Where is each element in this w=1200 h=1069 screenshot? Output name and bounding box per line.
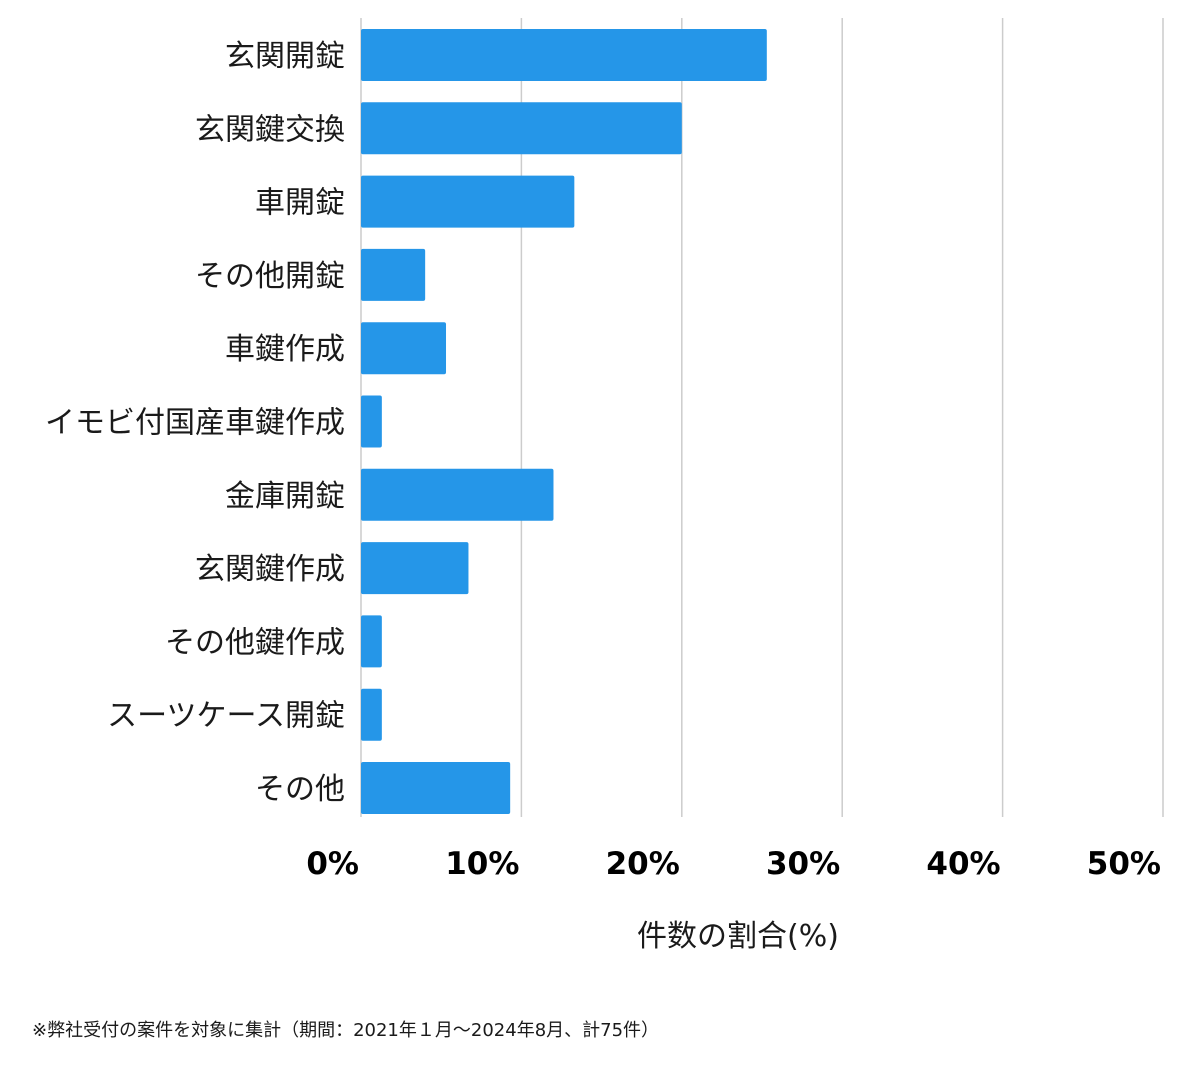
category-label: 玄関鍵交換 (195, 112, 345, 147)
bar (361, 762, 511, 814)
x-tick-label: 30% (766, 846, 840, 882)
category-label: 車開錠 (255, 186, 345, 221)
x-tick-labels: 0% 10% 20% 30% 40% 50% (306, 846, 1161, 882)
category-label: 金庫開錠 (225, 479, 345, 514)
x-tick-label: 0% (306, 846, 359, 882)
category-label: イモビ付国産車鍵作成 (45, 406, 345, 441)
bar (361, 468, 554, 521)
bar (361, 102, 682, 155)
footnote: ※弊社受付の案件を対象に集計（期間：2021年１月〜2024年8月、計75件） (32, 1020, 660, 1041)
bars (361, 29, 767, 814)
bar (361, 542, 469, 595)
x-tick-label: 50% (1087, 846, 1161, 882)
bar (361, 322, 447, 375)
bar (361, 248, 426, 301)
x-tick-label: 10% (445, 846, 519, 882)
bar (361, 395, 382, 448)
category-label: その他 (255, 772, 345, 807)
x-axis-title: 件数の割合(%) (637, 919, 839, 954)
category-label: その他鍵作成 (165, 625, 345, 660)
bar (361, 175, 575, 228)
category-label: その他開錠 (195, 259, 345, 294)
bar (361, 29, 767, 81)
category-labels: 玄関開錠玄関鍵交換車開錠その他開錠車鍵作成イモビ付国産車鍵作成金庫開錠玄関鍵作成… (45, 39, 345, 807)
bar-chart: 玄関開錠玄関鍵交換車開錠その他開錠車鍵作成イモビ付国産車鍵作成金庫開錠玄関鍵作成… (45, 18, 1164, 954)
x-tick-label: 20% (606, 846, 680, 882)
category-label: 車鍵作成 (225, 332, 345, 367)
x-tick-label: 40% (926, 846, 1000, 882)
category-label: スーツケース開錠 (107, 699, 345, 734)
bar (361, 615, 382, 668)
category-label: 玄関開錠 (225, 39, 345, 74)
category-label: 玄関鍵作成 (195, 552, 345, 587)
bar (361, 688, 382, 741)
